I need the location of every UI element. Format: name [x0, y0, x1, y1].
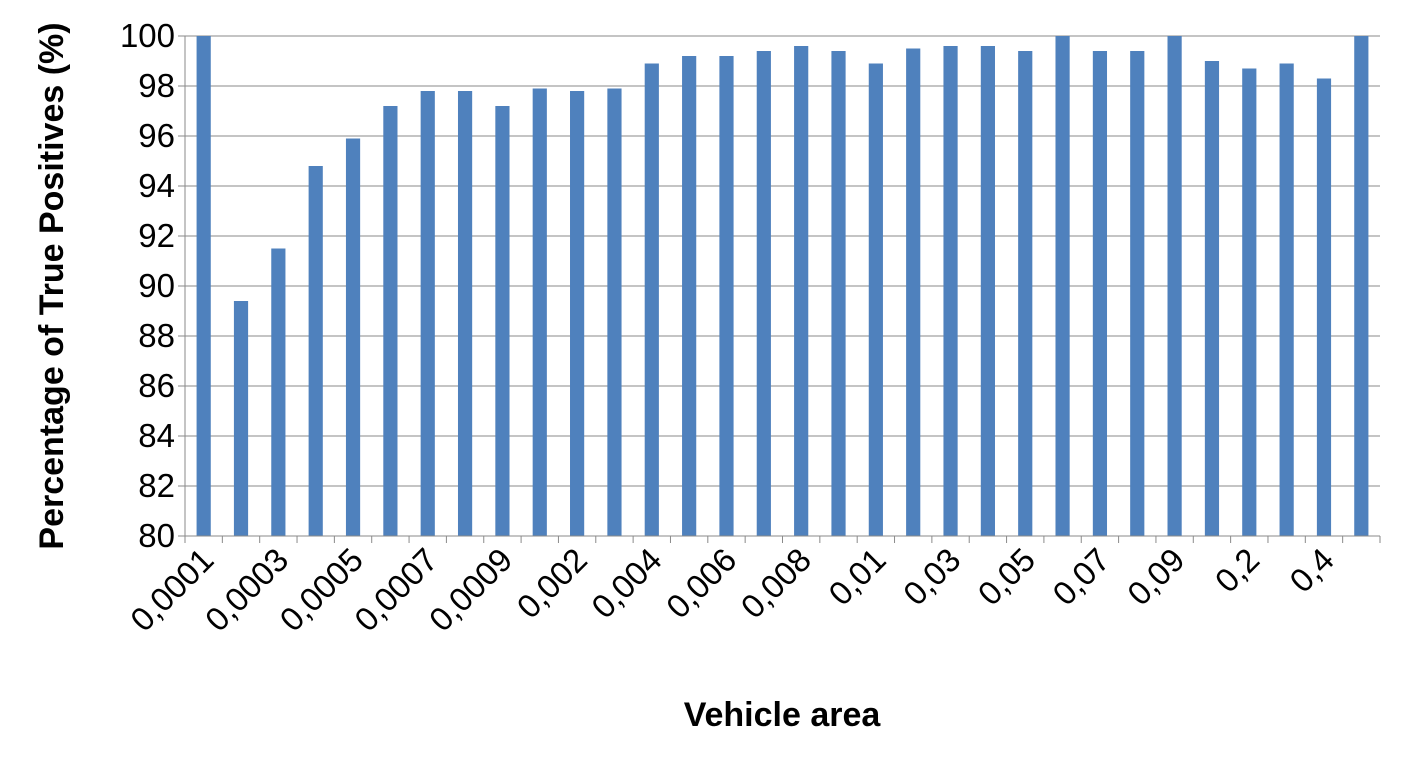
x-tick-label: 0,0009	[422, 541, 520, 639]
bar	[271, 248, 286, 536]
bar	[1204, 61, 1220, 536]
x-tick-labels: 0,00010,00030,00050,00070,00090,0020,004…	[123, 541, 1341, 639]
bar	[1018, 51, 1033, 536]
x-tick-label: 0,004	[584, 541, 669, 626]
x-tick-label: 0,07	[1045, 541, 1117, 613]
bar	[457, 91, 473, 536]
bar	[943, 46, 958, 536]
bar	[233, 301, 249, 536]
y-axis-title: Percentage of True Positives (%)	[33, 22, 71, 549]
bar	[756, 51, 771, 536]
y-tick-label: 84	[138, 417, 175, 454]
x-tick-label: 0,006	[659, 541, 744, 626]
x-tick-label: 0,008	[734, 541, 819, 626]
x-tick-label: 0,2	[1208, 541, 1267, 600]
bar	[196, 36, 211, 536]
y-tick-label: 86	[138, 367, 175, 404]
gridlines	[185, 35, 1380, 537]
bars	[196, 36, 1369, 536]
bar	[831, 51, 846, 536]
x-tick-label: 0,09	[1120, 541, 1192, 613]
y-tick-label: 98	[138, 67, 175, 104]
bar	[1354, 36, 1369, 536]
bar	[794, 46, 809, 536]
bar	[570, 91, 585, 536]
bar	[607, 88, 622, 536]
bar	[980, 46, 995, 536]
y-tick-label: 94	[138, 167, 175, 204]
x-tick-label: 0,0001	[123, 541, 221, 639]
bar	[308, 166, 323, 536]
bar	[420, 91, 435, 536]
bar	[1242, 68, 1257, 536]
x-tick-label: 0,4	[1282, 541, 1341, 600]
y-tick-label: 90	[138, 267, 175, 304]
x-tick-label: 0,002	[509, 541, 594, 626]
bar	[682, 56, 697, 536]
bar	[1130, 51, 1145, 536]
bar	[383, 106, 398, 536]
bar	[1279, 63, 1294, 536]
x-tick-label: 0,03	[896, 541, 968, 613]
bar	[1055, 36, 1070, 536]
bar	[1167, 36, 1182, 536]
y-tick-label: 92	[138, 217, 175, 254]
axes	[178, 35, 1381, 543]
y-tick-labels: 80 82 84 86 88 90 92 94 96 98 100	[120, 17, 175, 554]
x-tick-label: 0,0005	[272, 541, 370, 639]
bar	[345, 138, 361, 536]
bar	[644, 63, 659, 536]
y-tick-label: 100	[120, 17, 175, 54]
x-tick-label: 0,0003	[198, 541, 296, 639]
y-tick-label: 96	[138, 117, 175, 154]
y-tick-label: 82	[138, 467, 175, 504]
bar	[868, 63, 883, 536]
bar	[719, 56, 734, 536]
bar	[1316, 78, 1332, 536]
y-tick-label: 80	[138, 517, 175, 554]
x-tick-label: 0,0007	[347, 541, 445, 639]
bar	[1092, 51, 1108, 536]
y-tick-label: 88	[138, 317, 175, 354]
x-tick-label: 0,01	[821, 541, 893, 613]
bar	[532, 88, 547, 536]
x-tick-label: 0,05	[971, 541, 1043, 613]
bar	[495, 106, 510, 536]
x-axis-title: Vehicle area	[684, 696, 882, 734]
bar	[906, 48, 921, 536]
